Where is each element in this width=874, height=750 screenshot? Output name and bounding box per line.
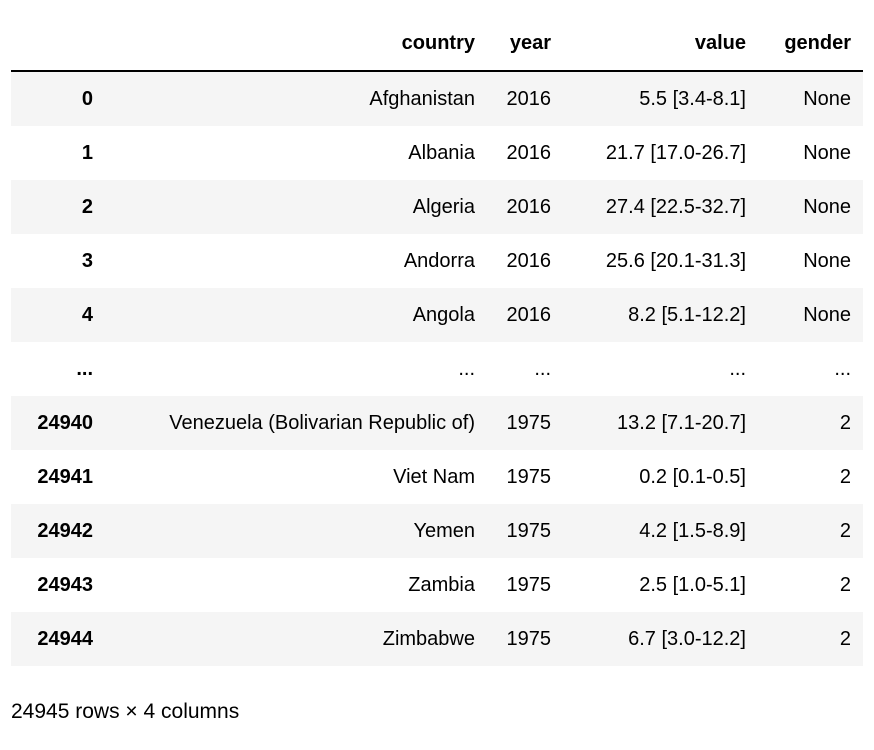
column-header-country: country bbox=[105, 16, 487, 72]
notebook-output-area: country year value gender 0 Afghanistan 20… bbox=[11, 16, 863, 723]
dataframe-table: country year value gender 0 Afghanistan 20… bbox=[11, 16, 863, 666]
cell-year: 2016 bbox=[506, 250, 552, 272]
row-index-label: 2 bbox=[81, 196, 93, 218]
row-index-label: 24944 bbox=[37, 628, 93, 650]
column-header-year: year bbox=[487, 16, 563, 72]
cell-value: ... bbox=[729, 358, 746, 380]
column-header-gender: gender bbox=[758, 16, 863, 72]
cell-value: 5.5 [3.4-8.1] bbox=[639, 88, 746, 110]
table-row: 4 Angola 2016 8.2 [5.1-12.2] None bbox=[11, 288, 863, 342]
cell-value: 0.2 [0.1-0.5] bbox=[639, 466, 746, 488]
cell-country: Zambia bbox=[408, 574, 475, 596]
row-index-label: 0 bbox=[81, 88, 93, 110]
cell-value: 2.5 [1.0-5.1] bbox=[639, 574, 746, 596]
row-index-label: 24942 bbox=[37, 520, 93, 542]
table-row: 1 Albania 2016 21.7 [17.0-26.7] None bbox=[11, 126, 863, 180]
table-row: 3 Andorra 2016 25.6 [20.1-31.3] None bbox=[11, 234, 863, 288]
cell-country: Viet Nam bbox=[393, 466, 475, 488]
cell-gender: 2 bbox=[839, 466, 851, 488]
cell-gender: 2 bbox=[839, 412, 851, 434]
table-row: 24943 Zambia 1975 2.5 [1.0-5.1] 2 bbox=[11, 558, 863, 612]
cell-country: Venezuela (Bolivarian Republic of) bbox=[169, 412, 475, 434]
cell-year: 1975 bbox=[506, 520, 552, 542]
cell-gender: ... bbox=[834, 358, 851, 380]
table-row: ............... bbox=[11, 342, 863, 396]
cell-country: Yemen bbox=[413, 520, 475, 542]
table-row: 24940 Venezuela (Bolivarian Republic of) 1… bbox=[11, 396, 863, 450]
cell-country: ... bbox=[458, 358, 475, 380]
dataframe-shape-summary: 24945 rows × 4 columns bbox=[11, 700, 240, 723]
cell-year: 2016 bbox=[506, 142, 552, 164]
cell-year: 1975 bbox=[506, 412, 552, 434]
table-row: 2 Algeria 2016 27.4 [22.5-32.7] None bbox=[11, 180, 863, 234]
row-index-label: 24940 bbox=[37, 412, 93, 434]
cell-gender: None bbox=[803, 196, 851, 218]
cell-year: 1975 bbox=[506, 466, 552, 488]
cell-country: Albania bbox=[408, 142, 475, 164]
cell-value: 27.4 [22.5-32.7] bbox=[605, 196, 746, 218]
header-row: country year value gender bbox=[11, 16, 863, 72]
cell-gender: None bbox=[803, 88, 851, 110]
row-index-label: 3 bbox=[81, 250, 93, 272]
table-body: 0 Afghanistan 2016 5.5 [3.4-8.1] None 1 Albani… bbox=[11, 71, 863, 666]
cell-value: 4.2 [1.5-8.9] bbox=[639, 520, 746, 542]
cell-gender: 2 bbox=[839, 574, 851, 596]
cell-year: 1975 bbox=[506, 628, 552, 650]
cell-year: 1975 bbox=[506, 574, 552, 596]
cell-country: Afghanistan bbox=[369, 88, 475, 110]
cell-gender: 2 bbox=[839, 520, 851, 542]
cell-country: Andorra bbox=[403, 250, 475, 272]
row-index-label: 1 bbox=[81, 142, 93, 164]
column-header-value: value bbox=[563, 16, 758, 72]
cell-country: Angola bbox=[412, 304, 475, 326]
table-header: country year value gender bbox=[11, 16, 863, 72]
cell-gender: 2 bbox=[839, 628, 851, 650]
cell-year: 2016 bbox=[506, 88, 552, 110]
cell-year: 2016 bbox=[506, 196, 552, 218]
table-row: 0 Afghanistan 2016 5.5 [3.4-8.1] None bbox=[11, 71, 863, 126]
cell-value: 21.7 [17.0-26.7] bbox=[605, 142, 746, 164]
table-row: 24944 Zimbabwe 1975 6.7 [3.0-12.2] 2 bbox=[11, 612, 863, 666]
row-index-label: 4 bbox=[81, 304, 93, 326]
cell-value: 13.2 [7.1-20.7] bbox=[617, 412, 746, 434]
cell-value: 8.2 [5.1-12.2] bbox=[628, 304, 746, 326]
cell-gender: None bbox=[803, 250, 851, 272]
cell-value: 25.6 [20.1-31.3] bbox=[605, 250, 746, 272]
cell-value: 6.7 [3.0-12.2] bbox=[628, 628, 746, 650]
cell-gender: None bbox=[803, 304, 851, 326]
row-index-label: 24941 bbox=[37, 466, 93, 488]
table-row: 24941 Viet Nam 1975 0.2 [0.1-0.5] 2 bbox=[11, 450, 863, 504]
row-index-label: ... bbox=[76, 358, 93, 380]
index-column-header bbox=[11, 16, 105, 72]
cell-year: 2016 bbox=[506, 304, 552, 326]
cell-country: Zimbabwe bbox=[382, 628, 475, 650]
cell-gender: None bbox=[803, 142, 851, 164]
row-index-label: 24943 bbox=[37, 574, 93, 596]
cell-year: ... bbox=[534, 358, 551, 380]
table-row: 24942 Yemen 1975 4.2 [1.5-8.9] 2 bbox=[11, 504, 863, 558]
cell-country: Algeria bbox=[412, 196, 475, 218]
